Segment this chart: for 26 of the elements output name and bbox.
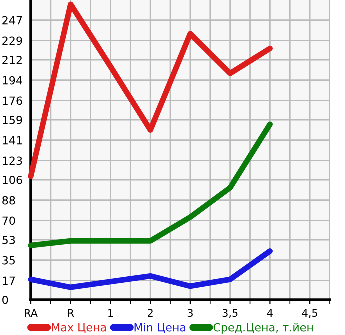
- y-tick-label: 17: [3, 276, 16, 285]
- y-tick-label: 106: [3, 176, 22, 184]
- x-tick-label: 4,5: [302, 309, 318, 318]
- y-tick-label: 159: [3, 116, 22, 124]
- y-tick-label: 194: [3, 76, 22, 85]
- y-tick-label: 141: [3, 136, 22, 145]
- y-tick-label: 53: [2, 236, 16, 244]
- y-tick-label: 123: [3, 156, 22, 166]
- y-tick-label: 0: [2, 296, 8, 304]
- legend-label: Min Цена: [134, 323, 186, 334]
- x-tick-label: 2: [148, 309, 153, 317]
- x-tick-label: 3: [188, 309, 193, 318]
- y-tick-label: 247: [2, 16, 22, 25]
- x-tick-label: 4: [267, 309, 273, 317]
- x-tick-label: 3,5: [222, 309, 238, 318]
- y-tick-label: 212: [2, 56, 22, 64]
- legend-label: Сред.Цена, т.йен: [214, 323, 313, 334]
- x-tick-label: R: [68, 309, 74, 317]
- x-tick-label: RA: [25, 309, 38, 317]
- y-tick-label: 70: [2, 216, 16, 226]
- legend-label: Max Цена: [52, 323, 106, 334]
- y-tick-label: 176: [3, 96, 22, 106]
- y-tick-label: 35: [2, 256, 15, 265]
- x-tick-label: 1: [108, 309, 114, 317]
- y-tick-label: 88: [2, 196, 16, 205]
- y-tick-label: 229: [2, 36, 22, 46]
